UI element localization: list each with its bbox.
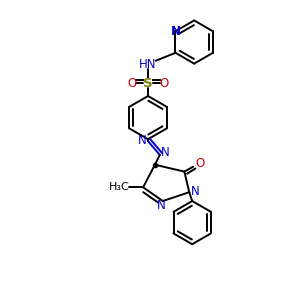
Text: N: N [191, 185, 200, 198]
Text: O: O [159, 77, 168, 90]
Text: N: N [170, 25, 181, 38]
Text: S: S [143, 77, 153, 90]
Text: HN: HN [139, 58, 157, 71]
Text: H₃C: H₃C [109, 182, 130, 192]
Text: N: N [156, 200, 165, 212]
Text: O: O [195, 157, 205, 170]
Text: N: N [161, 146, 170, 159]
Text: N: N [138, 134, 146, 147]
Text: O: O [128, 77, 137, 90]
